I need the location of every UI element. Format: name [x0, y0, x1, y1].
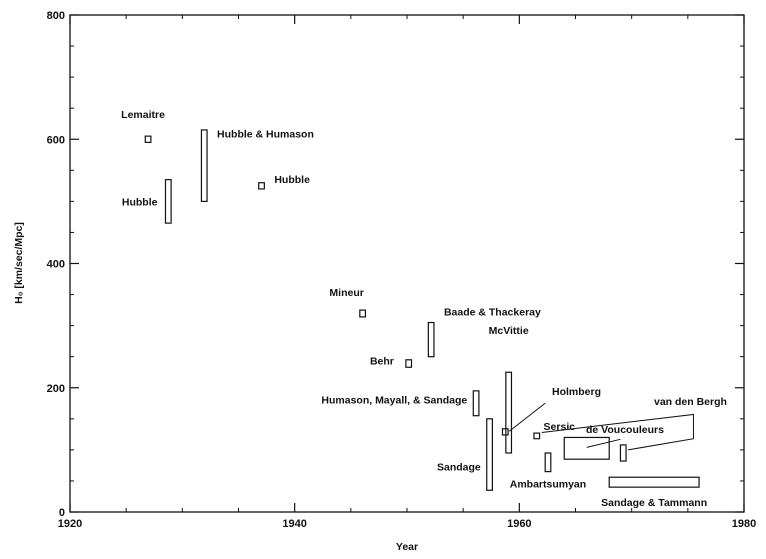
point-label-8: Humason, Mayall, & Sandage: [321, 394, 467, 406]
measurement-bar-5: [427, 321, 435, 358]
point-labels: Lemaitre Hubble Hubble & Humason Hubble Mine…: [121, 109, 727, 509]
x-axis-label: Year: [396, 541, 418, 553]
measurement-bar-6: [405, 359, 413, 368]
measurement-bar-0: [144, 135, 152, 143]
leader-line-14: [541, 413, 694, 451]
point-label-1: Hubble: [122, 196, 158, 208]
point-label-2: Hubble & Humason: [217, 129, 314, 141]
x-tick-label-1: 1940: [282, 518, 306, 530]
point-label-0: Lemaitre: [121, 109, 165, 121]
y-axis-label: H₀ [km/sec/Mpc]: [13, 222, 25, 304]
y-tick-label-4: 800: [47, 10, 65, 22]
measurement-bar-7: [505, 371, 513, 454]
x-axis: 1920 1940 1960 1980: [58, 15, 756, 530]
y-tick-label-0: 0: [59, 507, 65, 519]
y-axis: 0 200 400 600 800: [47, 10, 744, 519]
leader-line-13: [586, 438, 621, 448]
point-label-10: Sandage: [437, 462, 481, 474]
measurement-bar-3: [258, 182, 265, 190]
x-tick-label-3: 1980: [732, 518, 756, 530]
x-tick-label-2: 1960: [507, 518, 531, 530]
measurement-bars: [144, 129, 700, 491]
point-label-5: Baade & Thackeray: [444, 307, 541, 319]
point-label-11: Sersic: [544, 421, 576, 433]
point-label-4: Mineur: [329, 287, 363, 299]
plot-frame: [69, 14, 745, 513]
measurement-bar-4: [359, 309, 367, 318]
point-label-13: de Voucouleurs: [586, 424, 664, 436]
x-tick-label-0: 1920: [58, 518, 82, 530]
measurement-bar-9: [501, 428, 509, 436]
measurement-bar-13: [563, 436, 610, 460]
measurement-bar-12: [544, 452, 552, 473]
point-label-14: van den Bergh: [654, 396, 727, 408]
measurement-bar-15: [608, 476, 700, 488]
point-label-3: Hubble: [274, 174, 310, 186]
y-tick-label-3: 600: [47, 134, 65, 146]
y-tick-label-2: 400: [47, 259, 65, 271]
point-label-12: Ambartsumyan: [510, 479, 586, 491]
measurement-bar-14: [619, 444, 627, 462]
point-label-7: McVittie: [489, 325, 529, 337]
point-label-15: Sandage & Tammann: [601, 497, 707, 509]
measurement-bar-1: [164, 179, 172, 224]
leader-lines: [508, 402, 694, 451]
point-label-9: Holmberg: [552, 386, 601, 398]
measurement-bar-8: [472, 390, 480, 417]
leader-line-9: [508, 402, 546, 432]
y-tick-label-1: 200: [47, 383, 65, 395]
measurement-bar-10: [486, 418, 493, 491]
measurement-bar-2: [200, 129, 208, 202]
measurement-bar-11: [533, 432, 541, 440]
point-label-6: Behr: [370, 356, 394, 368]
